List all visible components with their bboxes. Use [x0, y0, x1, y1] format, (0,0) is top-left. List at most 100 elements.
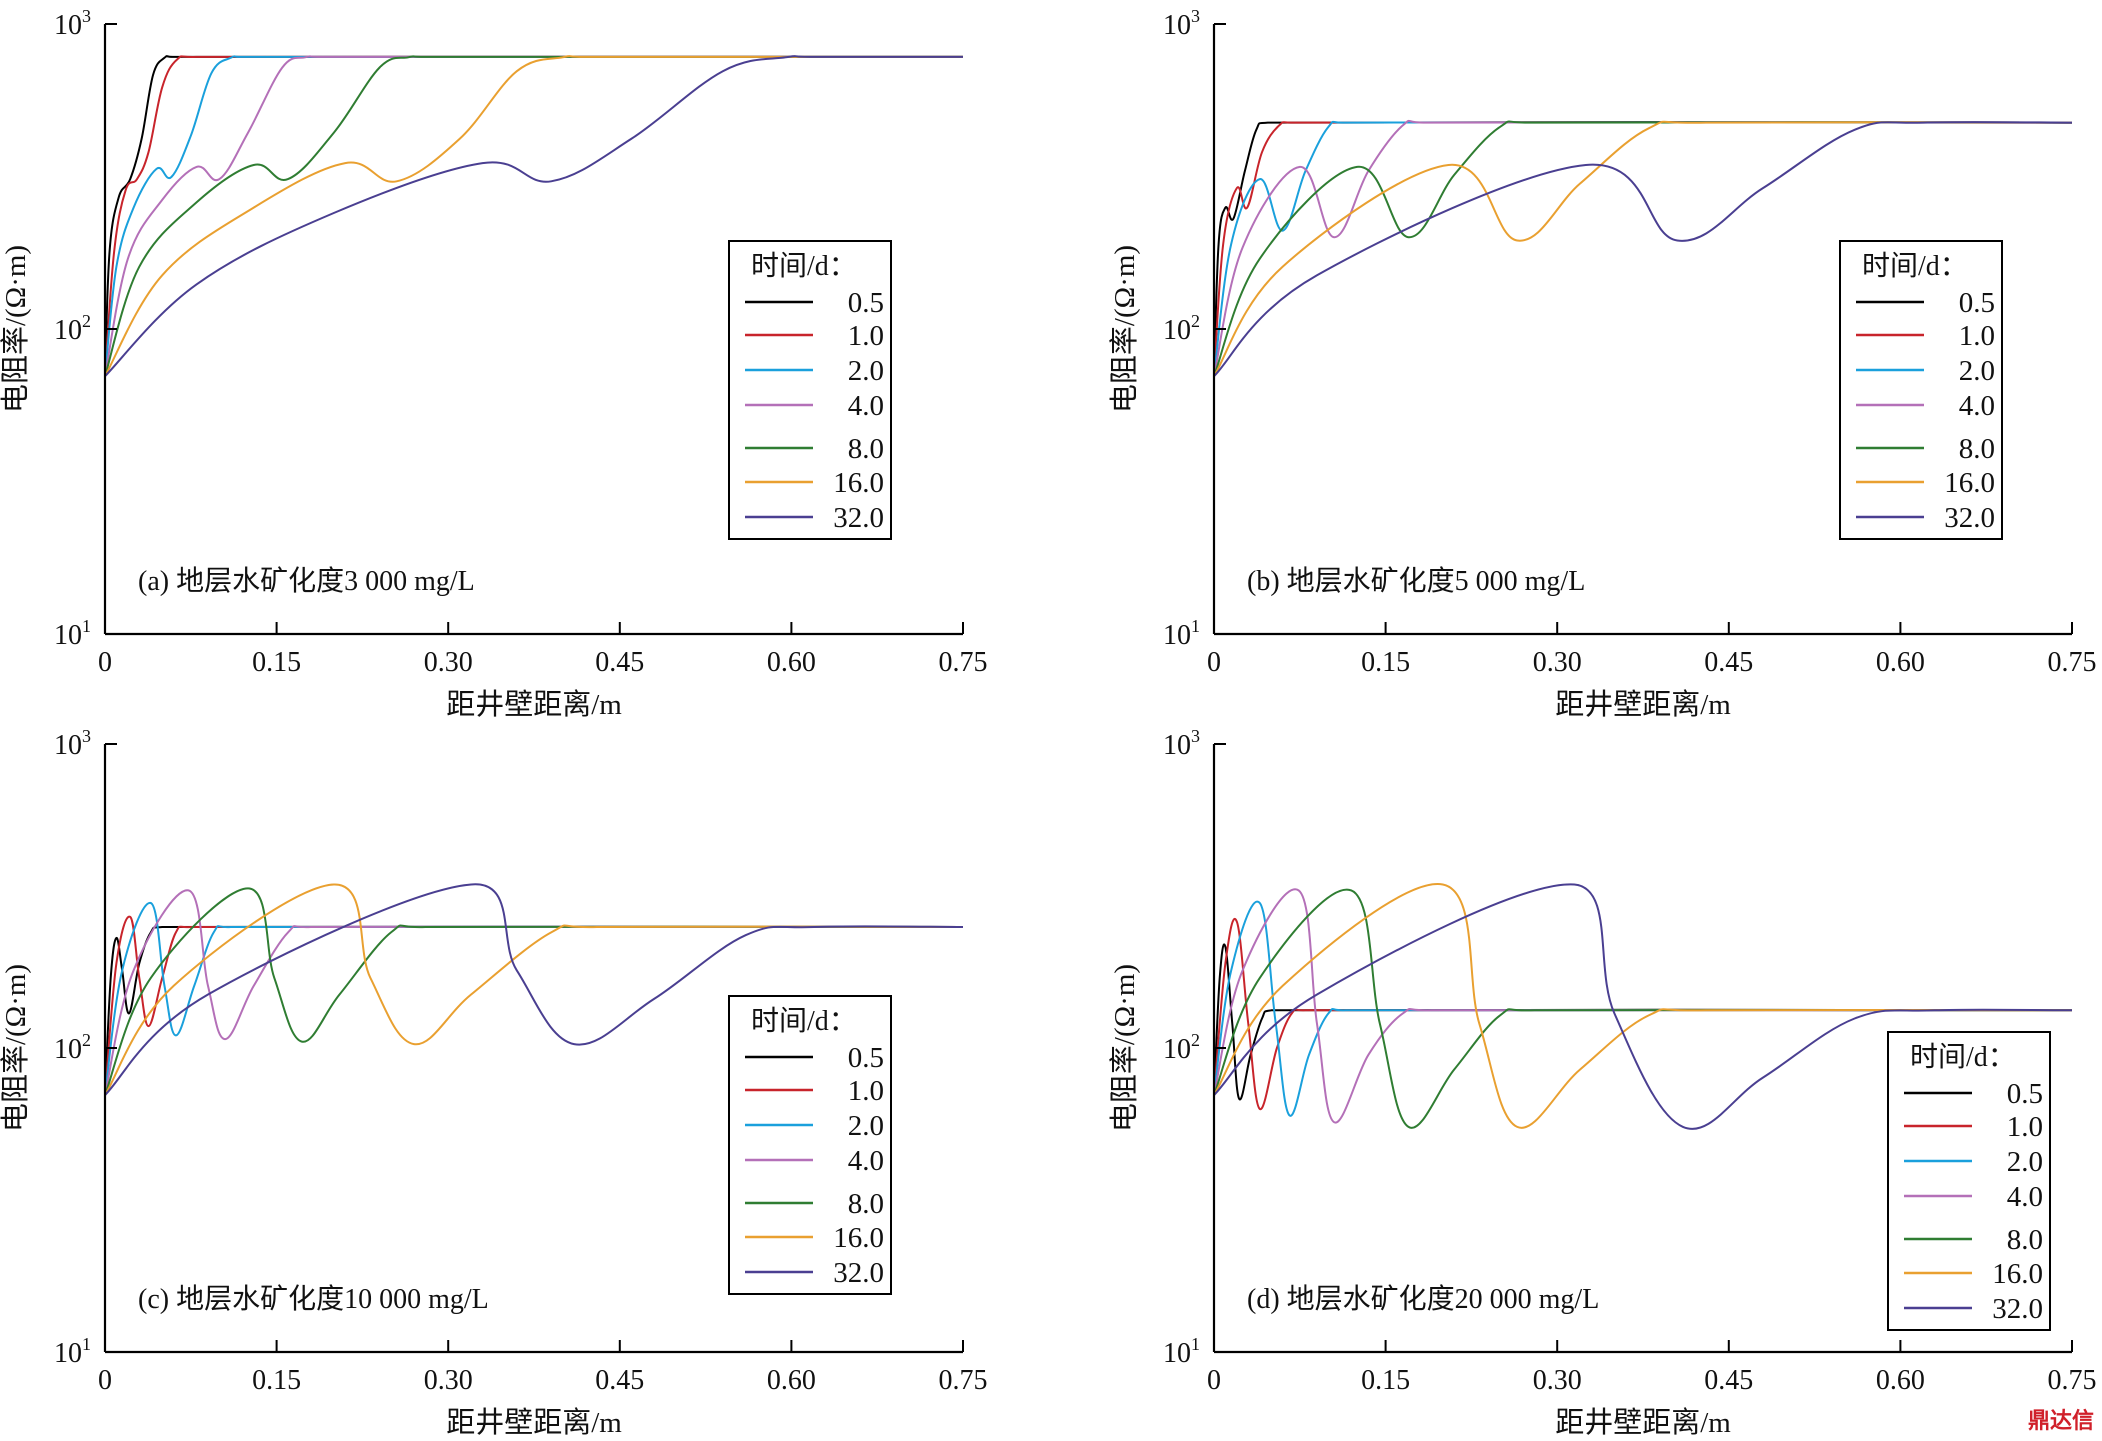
panel-label: (d) 地层水矿化度20 000 mg/L — [1247, 1283, 1599, 1315]
legend-label: 8.0 — [2007, 1224, 2043, 1256]
legend-label: 0.5 — [1959, 287, 1995, 319]
y-tick-exponent: 3 — [82, 726, 91, 746]
legend-label: 2.0 — [848, 1110, 884, 1142]
chart-panel-c: 0 0.15 0.30 0.45 0.60 0.75101102103距井壁距离/m电阻率… — [0, 726, 988, 1439]
legend-title: 时间/d： — [751, 250, 857, 282]
x-tick-label: 0.30 — [1533, 1365, 1582, 1396]
x-tick-label: 0.60 — [767, 1365, 816, 1396]
legend-label: 16.0 — [833, 467, 884, 499]
y-tick-label: 101 — [1163, 616, 1200, 651]
x-tick-label: 0.30 — [424, 647, 473, 678]
chart-panel-d: 0 0.15 0.30 0.45 0.60 0.75101102103距井壁距离/m电阻率… — [1108, 726, 2097, 1439]
x-tick-label: 0 — [1207, 1365, 1221, 1396]
y-tick-base: 10 — [54, 315, 82, 346]
x-tick-label: 0.75 — [939, 647, 988, 678]
series-line-16.0 — [1213, 883, 2073, 1129]
series-line-32.0 — [1213, 883, 2073, 1130]
y-tick-exponent: 2 — [82, 1030, 91, 1050]
series-line-16.0 — [1213, 120, 2073, 377]
series-line-32.0 — [1213, 121, 2073, 377]
series-line-16.0 — [104, 55, 964, 377]
legend-label: 8.0 — [1959, 433, 1995, 465]
legend-label: 2.0 — [1959, 355, 1995, 387]
series-line-16.0 — [104, 883, 964, 1096]
series-line-8.0 — [1213, 888, 2073, 1129]
y-tick-base: 10 — [54, 730, 82, 761]
y-tick-label: 102 — [1163, 311, 1200, 346]
y-tick-label: 102 — [54, 311, 91, 346]
x-tick-label: 0.15 — [252, 647, 301, 678]
legend-label: 32.0 — [833, 502, 884, 534]
x-axis-title: 距井壁距离/m — [446, 1406, 622, 1439]
legend-label: 4.0 — [848, 1145, 884, 1177]
x-tick-label: 0.30 — [424, 1365, 473, 1396]
legend-title: 时间/d： — [1910, 1041, 2016, 1073]
y-tick-base: 10 — [1163, 730, 1191, 761]
x-tick-label: 0.15 — [1361, 1365, 1410, 1396]
y-tick-base: 10 — [54, 10, 82, 41]
legend-label: 0.5 — [848, 287, 884, 319]
legend: 时间/d： 0.51.02.04.0 8.016.032.0 — [728, 995, 892, 1295]
panel-label: (c) 地层水矿化度10 000 mg/L — [138, 1283, 489, 1315]
x-tick-label: 0.45 — [1704, 647, 1753, 678]
series-line-32.0 — [104, 883, 964, 1096]
y-tick-base: 10 — [54, 620, 82, 651]
x-tick-label: 0.75 — [2048, 647, 2097, 678]
legend-label: 8.0 — [848, 1188, 884, 1220]
y-tick-label: 101 — [1163, 1334, 1200, 1369]
y-tick-label: 103 — [1163, 726, 1200, 761]
legend-box — [728, 240, 892, 540]
chart-panel-a: 0 0.15 0.30 0.45 0.60 0.75101102103距井壁距离/m电阻率… — [0, 6, 988, 721]
y-tick-base: 10 — [1163, 1338, 1191, 1369]
y-tick-label: 101 — [54, 616, 91, 651]
legend-label: 8.0 — [848, 433, 884, 465]
y-axis-title: 电阻率/(Ω·m) — [1108, 964, 1141, 1132]
x-tick-label: 0.60 — [767, 647, 816, 678]
y-tick-exponent: 3 — [1191, 6, 1200, 26]
panel-label: (b) 地层水矿化度5 000 mg/L — [1247, 565, 1585, 597]
x-tick-label: 0.45 — [1704, 1365, 1753, 1396]
legend-label: 4.0 — [848, 390, 884, 422]
x-tick-label: 0.60 — [1876, 1365, 1925, 1396]
y-axis-title: 电阻率/(Ω·m) — [1108, 245, 1141, 413]
chart-panel-b: 0 0.15 0.30 0.45 0.60 0.75101102103距井壁距离/m电阻率… — [1108, 6, 2097, 721]
y-tick-label: 102 — [54, 1030, 91, 1065]
x-tick-label: 0.45 — [595, 1365, 644, 1396]
series-line-8.0 — [104, 55, 964, 377]
legend-box — [1839, 240, 2003, 540]
legend-label: 2.0 — [2007, 1146, 2043, 1178]
x-tick-label: 0.75 — [2048, 1365, 2097, 1396]
x-tick-label: 0.15 — [252, 1365, 301, 1396]
legend-label: 4.0 — [2007, 1181, 2043, 1213]
series-line-8.0 — [104, 887, 964, 1096]
y-tick-base: 10 — [1163, 10, 1191, 41]
legend-label: 1.0 — [1959, 320, 1995, 352]
y-axis-title: 电阻率/(Ω·m) — [0, 245, 32, 413]
legend-label: 32.0 — [833, 1257, 884, 1289]
x-tick-label: 0.30 — [1533, 647, 1582, 678]
x-axis-title: 距井壁距离/m — [446, 688, 622, 721]
legend-label: 1.0 — [2007, 1111, 2043, 1143]
legend-box — [1887, 1031, 2051, 1331]
y-tick-label: 103 — [54, 726, 91, 761]
x-axis-title: 距井壁距离/m — [1555, 688, 1731, 721]
y-tick-exponent: 2 — [82, 311, 91, 331]
x-tick-label: 0.60 — [1876, 647, 1925, 678]
y-tick-exponent: 1 — [82, 616, 91, 636]
legend: 时间/d： 0.51.02.04.0 8.016.032.0 — [1887, 1031, 2051, 1331]
x-tick-label: 0 — [98, 647, 112, 678]
legend-label: 1.0 — [848, 320, 884, 352]
legend-label: 32.0 — [1992, 1293, 2043, 1325]
legend-label: 32.0 — [1944, 502, 1995, 534]
x-axis-title: 距井壁距离/m — [1555, 1406, 1731, 1439]
legend-box — [728, 995, 892, 1295]
legend-label: 1.0 — [848, 1075, 884, 1107]
x-tick-label: 0.45 — [595, 647, 644, 678]
legend-label: 2.0 — [848, 355, 884, 387]
y-tick-exponent: 2 — [1191, 1030, 1200, 1050]
y-axis-title: 电阻率/(Ω·m) — [0, 964, 32, 1132]
y-tick-base: 10 — [54, 1034, 82, 1065]
legend-label: 16.0 — [1944, 467, 1995, 499]
panel-label: (a) 地层水矿化度3 000 mg/L — [138, 565, 475, 597]
y-tick-label: 101 — [54, 1334, 91, 1369]
